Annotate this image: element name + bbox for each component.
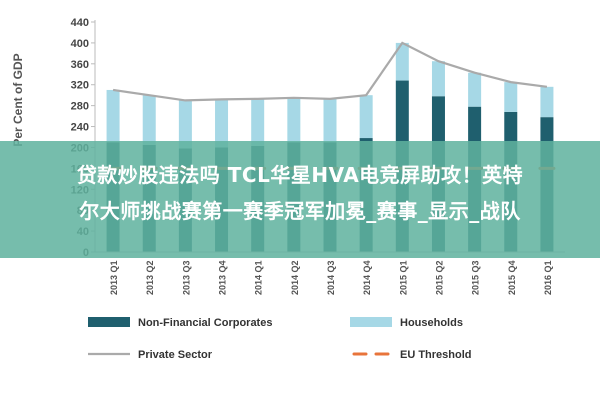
x-axis: 2013 Q1 2013 Q2 2013 Q3 2013 Q4 2014 Q1 2014 …: [95, 251, 565, 295]
legend-label: Non-Financial Corporates: [138, 317, 272, 329]
bar-households: [251, 98, 265, 146]
x-tick-label: 2016 Q1: [543, 260, 553, 295]
x-tick-label: 2015 Q1: [398, 260, 408, 295]
x-tick-label: 2014 Q2: [290, 260, 300, 295]
overlay-line-2: 尔大师挑战赛第一赛季冠军加冕_赛事_显示_战队: [79, 199, 521, 223]
bar-households: [504, 82, 518, 112]
legend-label: EU Threshold: [400, 349, 472, 361]
bar-households: [323, 98, 337, 143]
legend: Non-Financial Corporates Households Privat…: [88, 317, 472, 361]
y-tick-label: 240: [71, 122, 89, 134]
bar-households: [142, 95, 156, 145]
x-tick-label: 2013 Q3: [181, 260, 191, 295]
x-tick-label: 2013 Q1: [109, 260, 119, 295]
y-axis-label: Per Cent of GDP: [11, 53, 25, 146]
y-tick-label: 280: [71, 101, 89, 113]
private-sector-line: [112, 41, 548, 102]
y-tick-label: 440: [71, 17, 89, 29]
bar-households: [287, 97, 301, 143]
bar-households: [178, 100, 192, 149]
x-tick-label: 2014 Q4: [362, 260, 372, 295]
legend-swatch: [350, 317, 392, 327]
x-tick-label: 2015 Q2: [434, 260, 444, 295]
x-tick-label: 2013 Q4: [218, 260, 228, 295]
x-tick-label: 2014 Q3: [326, 260, 336, 295]
bar-households: [395, 42, 409, 81]
x-tick-label: 2015 Q4: [507, 260, 517, 295]
x-tick-label: 2015 Q3: [471, 260, 481, 295]
x-tick-label: 2013 Q2: [145, 260, 155, 295]
overlay-text: 贷款炒股违法吗 TCL华星HVA电竞屏助攻！英特 尔大师挑战赛第一赛季冠军加冕_…: [0, 157, 600, 229]
bar-households: [540, 86, 554, 118]
legend-swatch: [88, 317, 130, 327]
legend-label: Households: [400, 317, 463, 329]
bar-households: [106, 89, 120, 143]
overlay-line-1: 贷款炒股违法吗 TCL华星HVA电竞屏助攻！英特: [76, 163, 524, 187]
private-sector-line-group: [112, 41, 548, 102]
x-tick-label: 2014 Q1: [254, 260, 264, 295]
legend-label: Private Sector: [138, 349, 213, 361]
bar-households: [359, 95, 373, 139]
bar-households: [431, 61, 445, 97]
bar-households: [468, 72, 482, 107]
overlay-banner: [0, 141, 600, 258]
y-tick-label: 360: [71, 59, 89, 71]
y-tick-label: 320: [71, 80, 89, 92]
y-tick-label: 400: [71, 38, 89, 50]
bar-households: [215, 99, 229, 148]
